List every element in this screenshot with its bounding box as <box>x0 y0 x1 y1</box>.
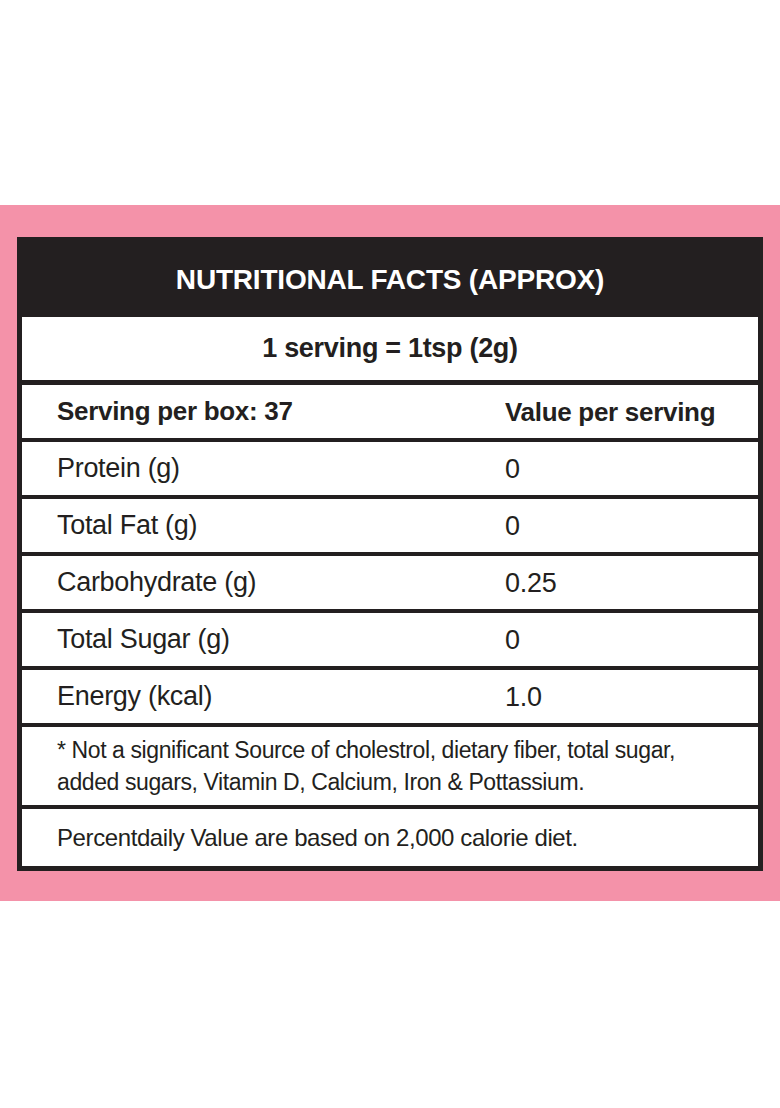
table-title-bar: NUTRITIONAL FACTS (APPROX) <box>22 242 758 317</box>
nutrient-value: 0 <box>505 453 520 484</box>
nutrient-value: 0 <box>505 624 520 655</box>
nutrient-name: Total Sugar (g) <box>22 624 230 655</box>
column-header-row: Serving per box: 37 Value per serving <box>22 385 758 442</box>
nutrient-value: 0 <box>505 510 520 541</box>
nutrition-facts-table: NUTRITIONAL FACTS (APPROX) 1 serving = 1… <box>17 237 763 871</box>
value-per-serving-header: Value per serving <box>505 396 715 427</box>
table-row-total-sugar: Total Sugar (g) 0 <box>22 613 758 670</box>
table-row-total-fat: Total Fat (g) 0 <box>22 499 758 556</box>
daily-value-text: Percentdaily Value are based on 2,000 ca… <box>57 824 578 852</box>
footnote-row: * Not a significant Source of cholestrol… <box>22 727 758 809</box>
table-row-energy: Energy (kcal) 1.0 <box>22 670 758 727</box>
daily-value-row: Percentdaily Value are based on 2,000 ca… <box>22 809 758 866</box>
nutrient-value: 0.25 <box>505 567 556 598</box>
table-row-protein: Protein (g) 0 <box>22 442 758 499</box>
serving-size-text: 1 serving = 1tsp (2g) <box>262 333 518 364</box>
table-row-carbohydrate: Carbohydrate (g) 0.25 <box>22 556 758 613</box>
footnote-text: * Not a significant Source of cholestrol… <box>57 734 703 798</box>
table-title: NUTRITIONAL FACTS (APPROX) <box>176 264 604 296</box>
serving-size-row: 1 serving = 1tsp (2g) <box>22 317 758 385</box>
pink-background: NUTRITIONAL FACTS (APPROX) 1 serving = 1… <box>0 205 780 901</box>
nutrient-name: Energy (kcal) <box>22 681 212 712</box>
nutrient-value: 1.0 <box>505 681 542 712</box>
nutrient-name: Carbohydrate (g) <box>22 567 256 598</box>
servings-per-box-header: Serving per box: 37 <box>22 396 293 427</box>
nutrient-name: Protein (g) <box>22 453 180 484</box>
nutrient-name: Total Fat (g) <box>22 510 197 541</box>
